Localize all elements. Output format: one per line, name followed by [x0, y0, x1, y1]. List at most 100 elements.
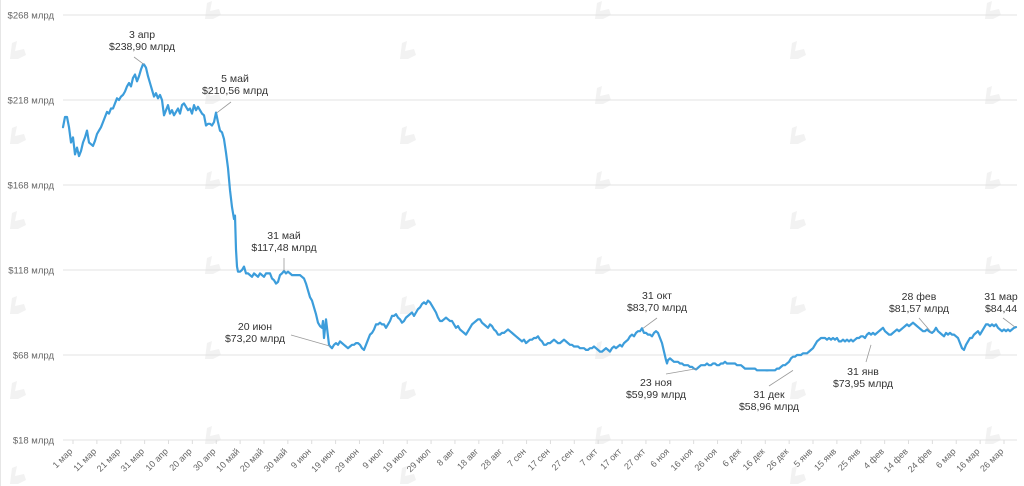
- watermark-logo-icon: [595, 1, 611, 19]
- x-tick-label: 29 июл: [405, 446, 433, 474]
- annotation-date: 3 апр: [129, 29, 155, 41]
- x-tick-label: 14 фев: [882, 446, 910, 474]
- y-tick-label: $218 млрд: [8, 96, 55, 107]
- watermark-logo-icon: [10, 381, 26, 399]
- watermark-logo-icon: [400, 211, 416, 229]
- annotation-leader: [768, 370, 794, 387]
- annotation-value: $58,96 млрд: [739, 401, 799, 413]
- watermark-logo-icon: [205, 426, 221, 444]
- annotation-leader: [918, 317, 932, 333]
- watermark-logo-icon: [595, 426, 611, 444]
- annotation-value: $73,95 млрд: [833, 378, 893, 390]
- annotation-leader: [216, 101, 232, 113]
- annotation: 31 дек$58,96 млрд: [739, 370, 799, 413]
- x-tick-label: 19 июн: [309, 446, 337, 474]
- watermark-logo-icon: [400, 296, 416, 314]
- y-tick-label: $268 млрд: [8, 11, 55, 22]
- annotation-date: 5 май: [221, 73, 249, 85]
- gridlines: [63, 14, 1017, 441]
- annotation-date: 31 янв: [847, 366, 879, 378]
- x-tick-label: 31 мар: [119, 446, 146, 473]
- annotation-value: $59,99 млрд: [626, 389, 686, 401]
- annotation: 5 май$210,56 млрд: [202, 73, 268, 113]
- watermark-logo-icon: [10, 211, 26, 229]
- annotation-date: 23 ноя: [640, 377, 672, 389]
- annotation-value: $73,20 млрд: [225, 333, 285, 345]
- annotation-leader: [1002, 317, 1016, 328]
- x-tick-label: 17 сен: [526, 446, 552, 472]
- x-tick-label: 24 фев: [906, 446, 934, 474]
- x-tick-label: 27 окт: [622, 446, 647, 471]
- watermark-layer: [10, 1, 1001, 484]
- annotation-leader: [642, 317, 658, 329]
- watermark-logo-icon: [205, 171, 221, 189]
- annotation-value: $83,70 млрд: [627, 302, 687, 314]
- x-tick-label: 20 май: [238, 446, 265, 473]
- x-tick-label: 11 мар: [71, 446, 98, 473]
- watermark-logo-icon: [10, 296, 26, 314]
- x-tick-label: 26 дек: [765, 446, 791, 472]
- annotation-value: $81,57 млрд: [889, 303, 949, 315]
- watermark-logo-icon: [790, 126, 806, 144]
- watermark-logo-icon: [205, 341, 221, 359]
- watermark-logo-icon: [10, 466, 26, 484]
- annotation: 31 окт$83,70 млрд: [627, 290, 687, 329]
- watermark-logo-icon: [10, 126, 26, 144]
- annotation-value: $84,44: [985, 303, 1017, 315]
- x-tick-label: 17 окт: [598, 446, 623, 471]
- annotation-date: 31 окт: [642, 290, 672, 302]
- x-tick-label: 29 июн: [333, 446, 361, 474]
- x-tick-label: 20 апр: [167, 446, 193, 472]
- annotations: 3 апр$238,90 млрд 5 май$210,56 млрд 31 май…: [109, 29, 1018, 413]
- x-tick-label: 18 авг: [455, 446, 481, 472]
- annotation-value: $210,56 млрд: [202, 85, 268, 97]
- watermark-logo-icon: [985, 86, 1001, 104]
- watermark-logo-icon: [985, 426, 1001, 444]
- x-tick-label: 26 мар: [978, 446, 1005, 473]
- annotation-date: 31 дек: [753, 389, 785, 401]
- annotation: 31 янв$73,95 млрд: [833, 344, 893, 390]
- annotation-value: $117,48 млрд: [251, 242, 316, 254]
- x-tick-label: 21 мар: [95, 446, 122, 473]
- y-tick-label: $118 млрд: [8, 266, 54, 277]
- watermark-logo-icon: [985, 1, 1001, 19]
- market-cap-line: [61, 63, 1018, 372]
- watermark-logo-icon: [985, 341, 1001, 359]
- watermark-logo-icon: [790, 466, 806, 484]
- annotation: 31 мар$84,44: [984, 291, 1018, 328]
- series-market-cap: [61, 63, 1018, 372]
- annotation: 3 апр$238,90 млрд: [109, 29, 175, 65]
- x-tick-label: 30 май: [262, 446, 289, 473]
- y-tick-label: $68 млрд: [13, 351, 55, 362]
- watermark-logo-icon: [790, 381, 806, 399]
- y-tick-label: $168 млрд: [8, 181, 55, 192]
- annotation-date: 31 мар: [984, 291, 1018, 303]
- watermark-logo-icon: [205, 256, 221, 274]
- watermark-logo-icon: [790, 211, 806, 229]
- watermark-logo-icon: [400, 41, 416, 59]
- annotation: 31 май$117,48 млрд: [251, 230, 317, 271]
- annotation: 23 ноя$59,99 млрд: [626, 368, 698, 401]
- x-tick-label: 16 мар: [954, 446, 981, 473]
- watermark-logo-icon: [595, 256, 611, 274]
- annotation-leader: [665, 368, 698, 375]
- y-axis: $268 млрд $218 млрд $168 млрд $118 млрд $68 …: [8, 11, 55, 447]
- x-tick-label: 7 окт: [578, 446, 600, 468]
- watermark-logo-icon: [985, 171, 1001, 189]
- x-tick-label: 8 авг: [435, 446, 457, 468]
- annotation-leader: [133, 56, 145, 65]
- annotation: 20 июн$73,20 млрд: [225, 321, 331, 347]
- annotation-value: $238,90 млрд: [109, 41, 175, 53]
- watermark-logo-icon: [400, 126, 416, 144]
- watermark-logo-icon: [595, 171, 611, 189]
- annotation-date: 31 май: [267, 230, 301, 242]
- watermark-logo-icon: [790, 41, 806, 59]
- watermark-logo-icon: [400, 381, 416, 399]
- watermark-logo-icon: [205, 1, 221, 19]
- annotation-leader: [290, 334, 331, 347]
- x-tick-label: 10 апр: [143, 446, 169, 472]
- annotation-leader: [865, 344, 872, 363]
- annotation-date: 20 июн: [238, 321, 272, 333]
